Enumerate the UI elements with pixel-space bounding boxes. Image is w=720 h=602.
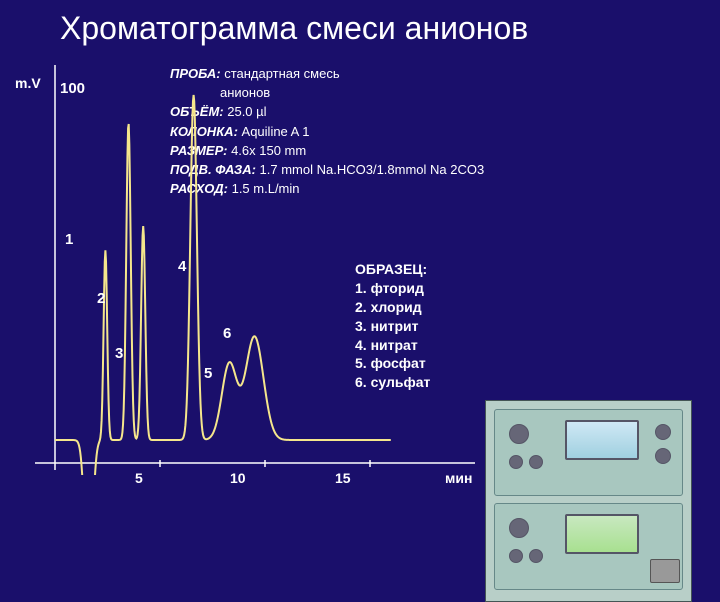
x-tick: 15 [335, 470, 351, 486]
peak-label: 5 [204, 365, 212, 382]
chromatogram-chart [35, 65, 485, 475]
peak-label: 1 [65, 231, 73, 248]
chromatogram-svg [35, 65, 485, 475]
x-tick: 5 [135, 470, 143, 486]
peak-label: 2 [97, 290, 105, 307]
peak-label: 6 [223, 325, 231, 342]
instrument-photo [485, 400, 692, 602]
chart-panel: m.V 100 ПРОБА: стандартная смесь анионов… [0, 55, 490, 525]
main-area: m.V 100 ПРОБА: стандартная смесь анионов… [0, 55, 720, 525]
right-panel: ОБРАЗЕЦ: 1. фторид2. хлорид3. нитрит4. н… [490, 55, 720, 525]
x-tick: 10 [230, 470, 246, 486]
peak-label: 4 [178, 258, 186, 275]
peak-label: 3 [115, 345, 123, 362]
page-title: Хроматограмма смеси анионов [0, 0, 720, 55]
x-axis-label: мин [445, 470, 472, 486]
